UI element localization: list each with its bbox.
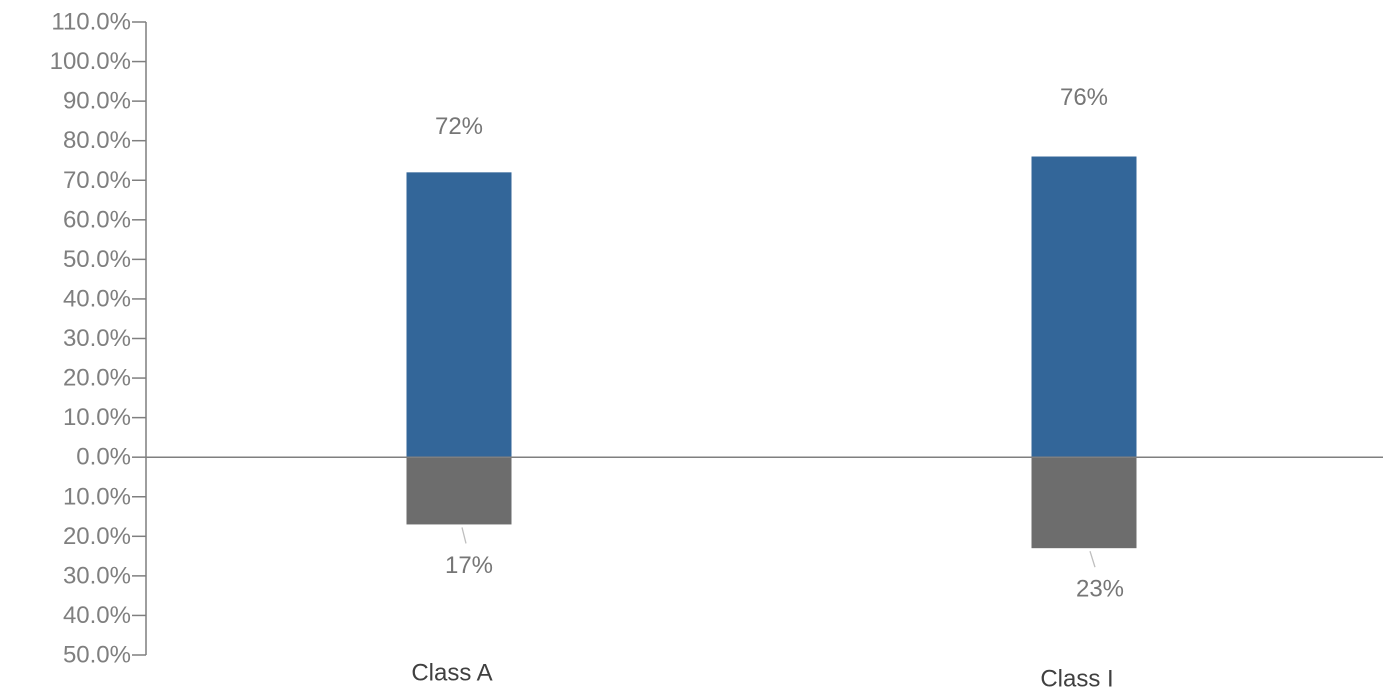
y-tick-label: 30.0% [63,562,131,589]
y-tick-label: 10.0% [63,483,131,510]
data-label-negative: 23% [1076,576,1124,603]
y-tick-label: 0.0% [76,444,131,471]
bar-negative [406,457,512,525]
y-tick-label: 30.0% [63,325,131,352]
y-tick-label: 20.0% [63,365,131,392]
bars-group [406,156,1137,549]
y-tick-label: 40.0% [63,285,131,312]
y-tick-label: 20.0% [63,523,131,550]
data-label-leader-line [461,527,467,544]
y-tick-label: 110.0% [51,9,131,36]
y-tick-label: 100.0% [50,48,131,75]
y-tick-label: 80.0% [63,127,131,154]
data-label-leader-line [1089,550,1096,568]
data-label-positive: 72% [435,113,483,140]
y-axis: 110.0% 100.0% 90.0% 80.0% 70.0% 60.0% 50.0% 40.… [50,9,147,669]
y-tick-label: 50.0% [63,642,131,669]
bar-positive [1031,156,1137,458]
y-tick-label: 60.0% [63,206,131,233]
y-tick-label: 70.0% [63,167,131,194]
data-labels-group: 72% 17% 76% 23% [435,84,1124,603]
data-label-positive: 76% [1060,84,1108,111]
data-label-negative: 17% [445,552,493,579]
y-tick-label: 50.0% [63,246,131,273]
category-labels-group: Class A Class I [411,660,1113,688]
bar-negative [1031,457,1137,549]
y-tick-label: 90.0% [63,88,131,115]
y-tick-label: 10.0% [63,404,131,431]
y-tick-label: 40.0% [63,602,131,629]
bar-positive [406,172,512,458]
x-category-label: Class A [411,660,492,687]
x-category-label: Class I [1040,666,1113,688]
